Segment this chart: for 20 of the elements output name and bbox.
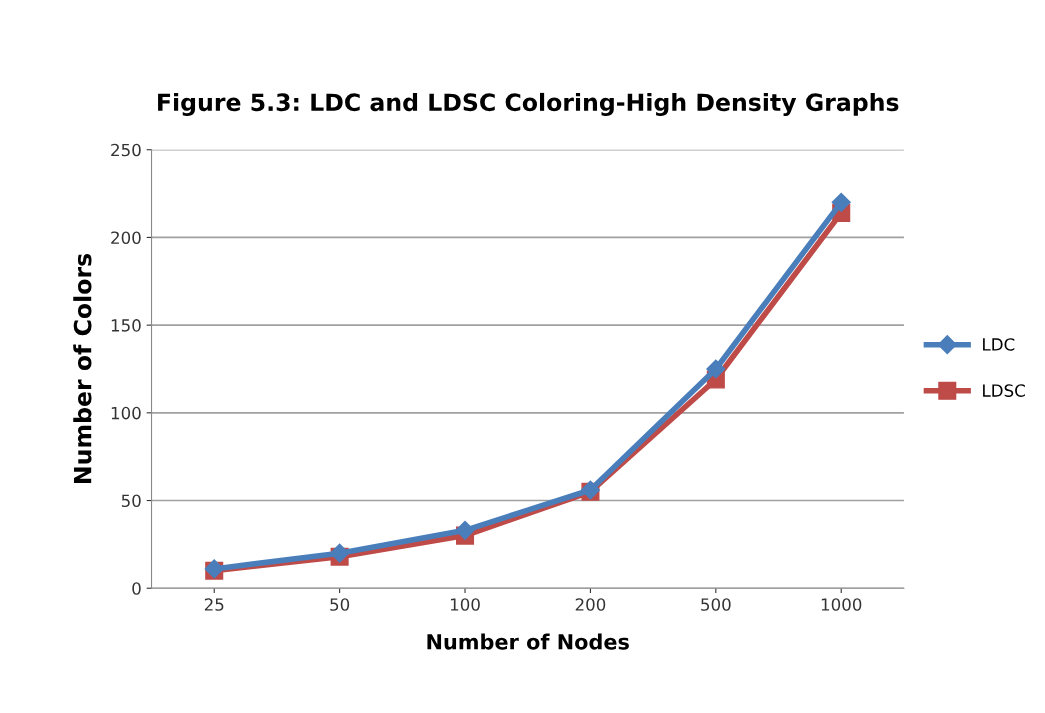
x-tick-label: 1000 xyxy=(821,598,862,611)
x-tick-label: 500 xyxy=(701,598,731,611)
y-tick-label: 0 xyxy=(132,582,141,595)
y-tick-label: 200 xyxy=(111,231,141,244)
point xyxy=(455,520,475,540)
y-axis-title: Number of Colors xyxy=(73,253,92,483)
y-tick-label: 50 xyxy=(121,494,141,508)
legend-label: LDC xyxy=(983,338,1015,351)
y-tick-label: 150 xyxy=(111,319,141,332)
x-tick-label: 100 xyxy=(450,598,480,611)
point xyxy=(706,359,726,379)
x-tick-label: 200 xyxy=(575,598,606,611)
legend-label: LDSC xyxy=(983,384,1025,397)
chart-title: Figure 5.3: LDC and LDSC Coloring-High Density Graphs xyxy=(158,92,899,116)
point xyxy=(831,192,851,212)
x-axis-title: Number of Nodes xyxy=(427,633,629,650)
y-tick-label: 100 xyxy=(111,406,141,420)
y-tick-label: 250 xyxy=(111,143,141,157)
x-tick-label: 50 xyxy=(330,598,350,611)
x-tick-label: 25 xyxy=(204,598,224,611)
